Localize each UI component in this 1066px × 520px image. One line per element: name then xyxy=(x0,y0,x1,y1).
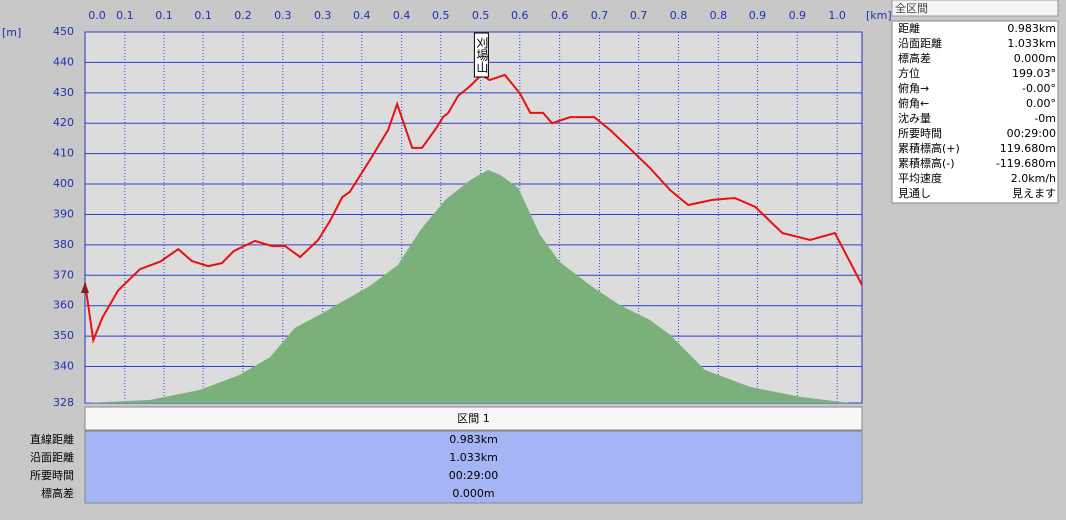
stat-label: 累積標高(-) xyxy=(898,156,955,170)
stat-value: 199.03° xyxy=(1012,67,1056,80)
y-tick-label: 380 xyxy=(53,238,74,251)
x-tick-label: 0.6 xyxy=(511,9,529,22)
x-tick-label: 0.3 xyxy=(274,9,292,22)
section-header-box xyxy=(84,406,863,431)
stat-label: 所要時間 xyxy=(898,127,942,140)
x-tick-label: 0.4 xyxy=(353,9,371,22)
stat-label: 平均速度 xyxy=(898,171,942,185)
stat-value: 0.000m xyxy=(1014,52,1056,65)
x-tick-label: 0.9 xyxy=(789,9,807,22)
section-row-value: 00:29:00 xyxy=(449,469,498,482)
x-tick-label: 0.9 xyxy=(749,9,767,22)
x-tick-label: 1.0 xyxy=(828,9,846,22)
section-row-label: 沿面距離 xyxy=(30,450,74,464)
y-tick-label: 350 xyxy=(53,329,74,342)
x-tick-label: 0.5 xyxy=(432,9,450,22)
x-tick-label: 0.5 xyxy=(472,9,490,22)
stat-label: 俯角← xyxy=(898,96,929,110)
annotation: 刈場山 xyxy=(475,37,489,73)
section-row-label: 標高差 xyxy=(41,486,74,500)
y-tick-label: 390 xyxy=(53,207,74,220)
x-tick-label: 0.8 xyxy=(710,9,728,22)
x-tick-label: 0.1 xyxy=(155,9,173,22)
x-tick-label: 0.2 xyxy=(234,9,252,22)
panel-title: 全区間 xyxy=(895,1,928,15)
x-tick-label: 0.1 xyxy=(194,9,212,22)
section-body xyxy=(84,430,863,504)
section-row-value: 1.033km xyxy=(449,451,498,464)
start-marker xyxy=(81,282,89,293)
section-row-value: 0.983km xyxy=(449,433,498,446)
y-tick-label: 410 xyxy=(53,147,74,160)
x-tick-label: 0.7 xyxy=(591,9,609,22)
stat-value: 1.033km xyxy=(1007,37,1056,50)
stat-value: 0.983km xyxy=(1007,22,1056,35)
stat-label: 沈み量 xyxy=(898,111,931,125)
y-tick-label: 420 xyxy=(53,116,74,129)
stat-value: 0.00° xyxy=(1026,97,1056,110)
elevation-line xyxy=(84,73,863,344)
x-tick-label: 0.4 xyxy=(393,9,411,22)
y-unit: [m] xyxy=(2,26,21,39)
stat-value: 119.680m xyxy=(1000,142,1056,155)
y-tick-label: 370 xyxy=(53,268,74,281)
section-row-value: 0.000m xyxy=(452,487,494,500)
x-unit: [km] xyxy=(866,9,892,22)
y-tick-label: 328 xyxy=(53,396,74,409)
section-row-label: 直線距離 xyxy=(30,432,74,446)
stat-label: 見通し xyxy=(898,187,931,200)
stat-value: -0.00° xyxy=(1022,82,1056,95)
stat-value: 00:29:00 xyxy=(1007,127,1056,140)
y-tick-label: 340 xyxy=(53,360,74,373)
stat-label: 俯角→ xyxy=(898,81,929,95)
y-tick-label: 430 xyxy=(53,86,74,99)
y-tick-label: 450 xyxy=(53,25,74,38)
stat-label: 累積標高(+) xyxy=(898,141,960,155)
x-tick-label: 0.8 xyxy=(670,9,688,22)
x-tick-label: 0.0 xyxy=(88,9,106,22)
stat-value: -119.680m xyxy=(996,157,1056,170)
stat-value: 2.0km/h xyxy=(1011,172,1056,185)
x-tick-label: 0.1 xyxy=(116,9,134,22)
y-tick-label: 440 xyxy=(53,55,74,68)
panel-title-box xyxy=(891,0,1059,17)
x-tick-label: 0.7 xyxy=(630,9,648,22)
x-tick-label: 0.6 xyxy=(551,9,569,22)
stat-value: 見えます xyxy=(1012,187,1056,200)
stat-value: -0m xyxy=(1034,112,1056,125)
section-row-label: 所要時間 xyxy=(30,469,74,482)
stat-label: 標高差 xyxy=(898,51,931,65)
panel-body xyxy=(891,20,1059,204)
x-tick-label: 0.3 xyxy=(314,9,332,22)
stat-label: 沿面距離 xyxy=(898,36,942,50)
annotation-box xyxy=(473,32,489,78)
section-header: 区間 1 xyxy=(457,412,490,425)
y-tick-label: 400 xyxy=(53,177,74,190)
y-tick-label: 360 xyxy=(53,299,74,312)
stat-label: 方位 xyxy=(898,66,920,80)
stat-label: 距離 xyxy=(898,21,920,35)
elevation-area xyxy=(85,170,862,403)
